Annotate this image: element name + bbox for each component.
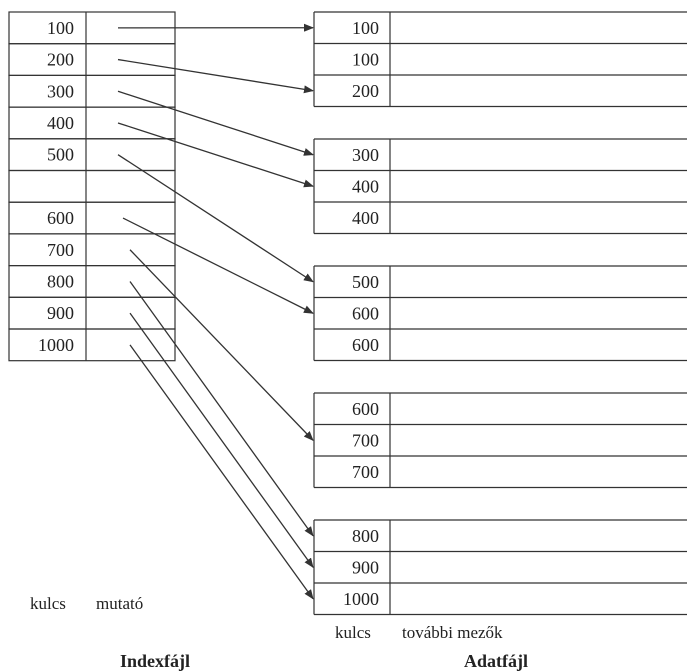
index-row: [8, 328, 176, 362]
data-other-fields-column-label: további mezők: [402, 623, 503, 642]
index-key-value: 800: [47, 271, 74, 291]
data-block: [313, 11, 687, 108]
data-block: [313, 265, 687, 362]
index-pointer-column-label: mutató: [96, 594, 143, 613]
index-row-frame: [8, 201, 176, 235]
data-key-value: 700: [352, 462, 379, 482]
data-key-value: 600: [352, 335, 379, 355]
index-key-value: 200: [47, 50, 74, 70]
data-key-value: 800: [352, 526, 379, 546]
data-key-value: 600: [352, 303, 379, 323]
pointer-arrow: [122, 217, 314, 314]
data-file-title: Adatfájl: [464, 651, 528, 671]
data-block: [313, 519, 687, 616]
index-key-value: 900: [47, 303, 74, 323]
data-key-value: 400: [352, 176, 379, 196]
index-row-frame: [8, 328, 176, 362]
pointer-arrow: [117, 122, 314, 188]
data-key-value: 100: [352, 18, 379, 38]
index-row: [8, 296, 176, 330]
index-row: [8, 43, 176, 77]
index-row-frame: [8, 43, 176, 77]
pointer-arrow: [117, 58, 314, 94]
pointer-arrows: [117, 23, 314, 600]
index-row-frame: [8, 138, 176, 172]
data-file-blocks: 100 100 200 300 400 400 500 600 600 600 700 700 800 9…: [313, 11, 687, 616]
pointer-arrow: [117, 90, 314, 156]
index-key-column-label: kulcs: [30, 594, 66, 613]
data-block: [313, 392, 687, 489]
index-row: [8, 201, 176, 235]
index-key-value: 100: [47, 18, 74, 38]
index-key-value: 300: [47, 81, 74, 101]
index-key-value: 500: [47, 145, 74, 165]
data-key-value: 900: [352, 557, 379, 577]
pointer-arrow: [129, 281, 314, 537]
data-block: [313, 138, 687, 235]
pointer-arrow: [129, 312, 314, 569]
index-key-value: 400: [47, 113, 74, 133]
index-row-frame: [8, 233, 176, 267]
index-key-value: 1000: [38, 335, 74, 355]
index-key-value: 600: [47, 208, 74, 228]
data-key-value: 600: [352, 399, 379, 419]
pointer-arrow: [129, 344, 314, 600]
data-key-value: 100: [352, 49, 379, 69]
data-key-value: 500: [352, 272, 379, 292]
index-row: [8, 233, 176, 267]
index-file-title: Indexfájl: [120, 651, 190, 671]
data-key-value: 400: [352, 208, 379, 228]
data-key-value: 700: [352, 430, 379, 450]
index-row-frame: [8, 296, 176, 330]
data-key-value: 1000: [343, 589, 379, 609]
data-key-value: 200: [352, 81, 379, 101]
data-key-column-label: kulcs: [335, 623, 371, 642]
index-row: [8, 138, 176, 172]
index-key-value: 700: [47, 240, 74, 260]
data-key-value: 300: [352, 145, 379, 165]
pointer-arrow: [129, 249, 314, 441]
pointer-arrow: [117, 154, 314, 283]
